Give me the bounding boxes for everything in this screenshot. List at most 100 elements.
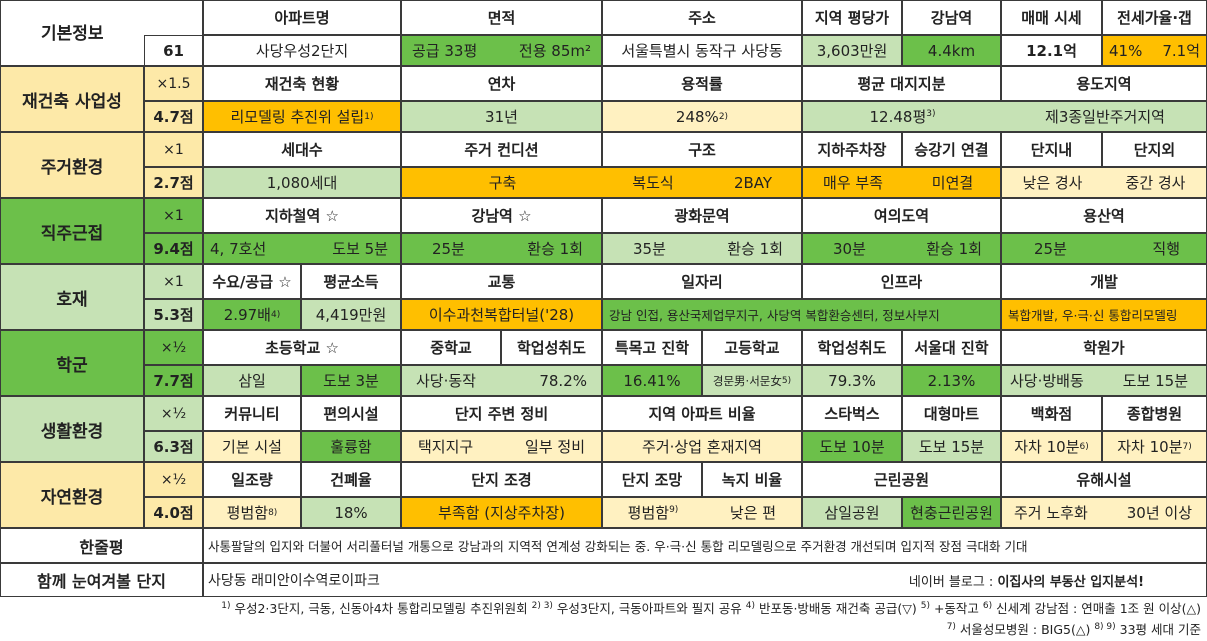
header-parking: 지하주차장 [802,132,902,167]
high-school: 경문男·서문女 5) [702,365,802,396]
view: 평범함9) [603,502,703,523]
park-a: 삼일공원 [802,497,902,528]
life-mult: ×½ [144,396,203,431]
gangnam-time: 25분 [432,240,465,258]
school-score: 7.7점 [144,365,203,396]
elementary: 삼일 [203,365,301,396]
header-mart: 대형마트 [902,396,1001,431]
header-structure: 구조 [602,132,802,167]
footnotes: 1) 우성2·3단지, 극동, 신동아4차 통합리모델링 추진위원회 2) 3)… [0,598,1207,640]
header-green-ratio: 녹지 비율 [702,462,802,497]
special-rate: 16.41% [602,365,702,396]
academy-walk: 도보 15분 [1122,372,1188,390]
footnote-ref: 9) [669,505,679,515]
blog-prefix: 네이버 블로그 : [908,574,998,590]
academy: 사당·방배동 [1010,372,1084,390]
sunlight-text: 평범함 [226,504,269,522]
basic-label: 기본정보 [0,0,203,66]
elementary-walk: 도보 3분 [301,365,401,396]
commute-label: 직주근접 [0,198,144,264]
living-score: 2.7점 [144,167,203,198]
hazard-a: 주거 노후화 [1014,504,1088,522]
related-text: 사당동 래미안이수역로이파크 [208,573,380,589]
hospital: 자차 10분 7) [1102,431,1207,462]
header-gangnam: 강남역 [902,0,1001,35]
slopes: 낮은 경사 중간 경사 [1001,167,1207,198]
surround-b: 일부 정비 [525,438,585,456]
school-mult: ×½ [144,330,203,365]
header-outer-slope: 단지외 [1102,132,1207,167]
apt-name: 사당우성2단지 [203,35,401,66]
header-view: 단지 조망 [602,462,702,497]
related-label: 함께 눈여겨볼 단지 [0,563,203,597]
header-dept: 백화점 [1001,396,1102,431]
header-special: 특목고 진학 [602,330,702,365]
yeouido-commute: 30분 환승 1회 [802,233,1001,264]
header-address: 주소 [602,0,802,35]
header-transport: 교통 [401,264,602,299]
surround-a: 택지지구 [418,438,474,456]
header-apt-ratio: 지역 아파트 비율 [602,396,802,431]
hazard-cell: 주거 노후화 30년 이상 [1001,497,1207,528]
community: 기본 시설 [203,431,301,462]
yongsan-time: 25분 [1034,240,1067,258]
header-community: 커뮤니티 [203,396,301,431]
rebuild-label: 재건축 사업성 [0,66,144,132]
development-mult: ×1 [144,264,203,299]
yongsan-transfer: 직행 [1152,240,1180,258]
header-academy: 학원가 [1001,330,1207,365]
gap-value: 7.1억 [1162,42,1200,60]
header-middle: 중학교 [401,330,501,365]
yongsan-commute: 25분 직행 [1001,233,1207,264]
footnote-line-2: 7) 서울성모병원 : BIG5(△) 8) 9) 33평 세대 기준 [946,621,1201,637]
school-label: 학군 [0,330,144,396]
blog-name: 이집사의 부동산 입지분석! [997,574,1144,590]
hospital-text: 자차 10분 [1117,438,1183,456]
building-coverage: 18% [301,497,401,528]
nature-label: 자연환경 [0,462,144,528]
middle-score: 78.2% [539,371,587,390]
blog-credit: 네이버 블로그 : 이집사의 부동산 입지분석! [909,571,1144,590]
inner-slope: 낮은 경사 [1022,174,1083,192]
gangnam-commute: 25분 환승 1회 [401,233,602,264]
households: 1,080세대 [203,167,401,198]
life-score: 6.3점 [144,431,203,462]
demand-supply: 2.97배 4) [203,299,301,330]
floor-area-ratio: 248% 2) [602,101,802,132]
summary-label: 한줄평 [0,528,203,563]
header-area: 면적 [401,0,602,35]
header-demand-supply: 수요/공급 ☆ [203,264,301,299]
sale-price: 12.1억 [1001,35,1102,66]
header-age: 연차 [401,66,602,101]
snu-rate: 2.13% [902,365,1001,396]
header-rebuild-status: 재건축 현황 [203,66,401,101]
subway-walk: 도보 5분 [332,240,388,258]
living-mult: ×1 [144,132,203,167]
header-develop: 개발 [1001,264,1207,299]
high-text: 경문男·서문女 [712,373,782,388]
basic-score: 61 [144,35,203,66]
header-price-per-pyeong: 지역 평당가 [802,0,902,35]
parking: 매우 부족 [823,174,883,192]
transport: 이수과천복합터널('28) [401,299,602,330]
structure-bay: 2BAY [733,173,773,192]
header-sunlight: 일조량 [203,462,301,497]
jobs-infra: 강남 인접, 용산국제업무지구, 사당역 복합환승센터, 정보사부지 [602,299,1001,330]
area-exclusive: 전용 85m² [518,42,591,60]
gangnam-distance: 4.4km [902,35,1001,66]
header-starbucks: 스타벅스 [802,396,902,431]
header-gwanghwamun: 광화문역 [602,198,802,233]
header-snu: 서울대 진학 [902,330,1001,365]
jeonse-rate: 41% [1109,41,1143,60]
gwanghwamun-time: 35분 [633,240,666,258]
header-yeouido: 여의도역 [802,198,1001,233]
middle-cell: 사당·동작 78.2% [401,365,602,396]
land-share-text: 12.48평 [869,108,927,126]
sunlight: 평범함 8) [203,497,301,528]
living-label: 주거환경 [0,132,144,198]
zoning: 제3종일반주거지역 [1045,108,1165,126]
header-park: 근린공원 [802,462,1001,497]
development-score: 5.3점 [144,299,203,330]
starbucks: 도보 10분 [802,431,902,462]
commute-score: 9.4점 [144,233,203,264]
